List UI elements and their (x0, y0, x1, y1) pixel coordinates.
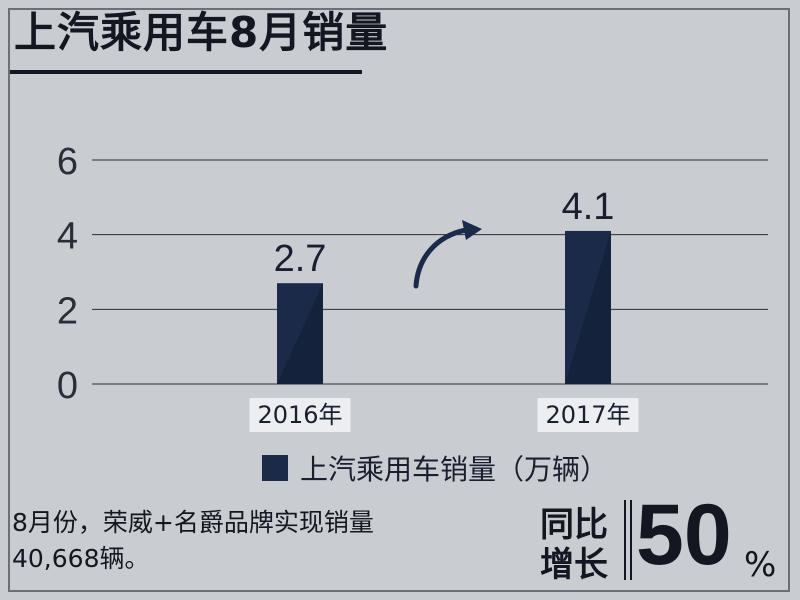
bar-shade (277, 283, 323, 384)
growth-arrowhead-icon (462, 220, 482, 240)
x-category-label: 2017年 (537, 398, 639, 432)
bar (277, 283, 323, 384)
bar (565, 230, 611, 384)
legend: 上汽乘用车销量（万辆） (262, 448, 608, 488)
chart-title: 上汽乘用车8月销量 (14, 8, 389, 57)
bar-value-label: 2.7 (274, 238, 327, 280)
growth-value: 50 (636, 487, 732, 583)
growth-divider (624, 500, 632, 580)
growth-label: 同比 增长 (540, 505, 608, 585)
legend-swatch (262, 455, 288, 481)
y-tick-label: 0 (57, 365, 78, 407)
sales-note-line1: 8月份，荣威+名爵品牌实现销量 (12, 508, 374, 537)
sales-note-line2: 40,668辆。 (12, 544, 150, 573)
bar-shade (565, 230, 611, 384)
y-tick-label: 6 (57, 141, 78, 183)
growth-label-line1: 同比 (540, 505, 608, 545)
x-category-label: 2016年 (249, 398, 351, 432)
chart-frame (8, 8, 790, 592)
y-tick-label: 2 (57, 290, 78, 332)
title-underline (10, 16, 362, 74)
growth-label-line2: 增长 (540, 545, 608, 585)
y-tick-label: 4 (57, 216, 78, 258)
growth-arrow-icon (413, 227, 469, 289)
legend-label: 上汽乘用车销量（万辆） (300, 453, 609, 486)
growth-percent-sign: % (744, 545, 777, 585)
sales-note: 8月份，荣威+名爵品牌实现销量 40,668辆。 (12, 505, 374, 577)
bar-value-label: 4.1 (562, 186, 615, 228)
